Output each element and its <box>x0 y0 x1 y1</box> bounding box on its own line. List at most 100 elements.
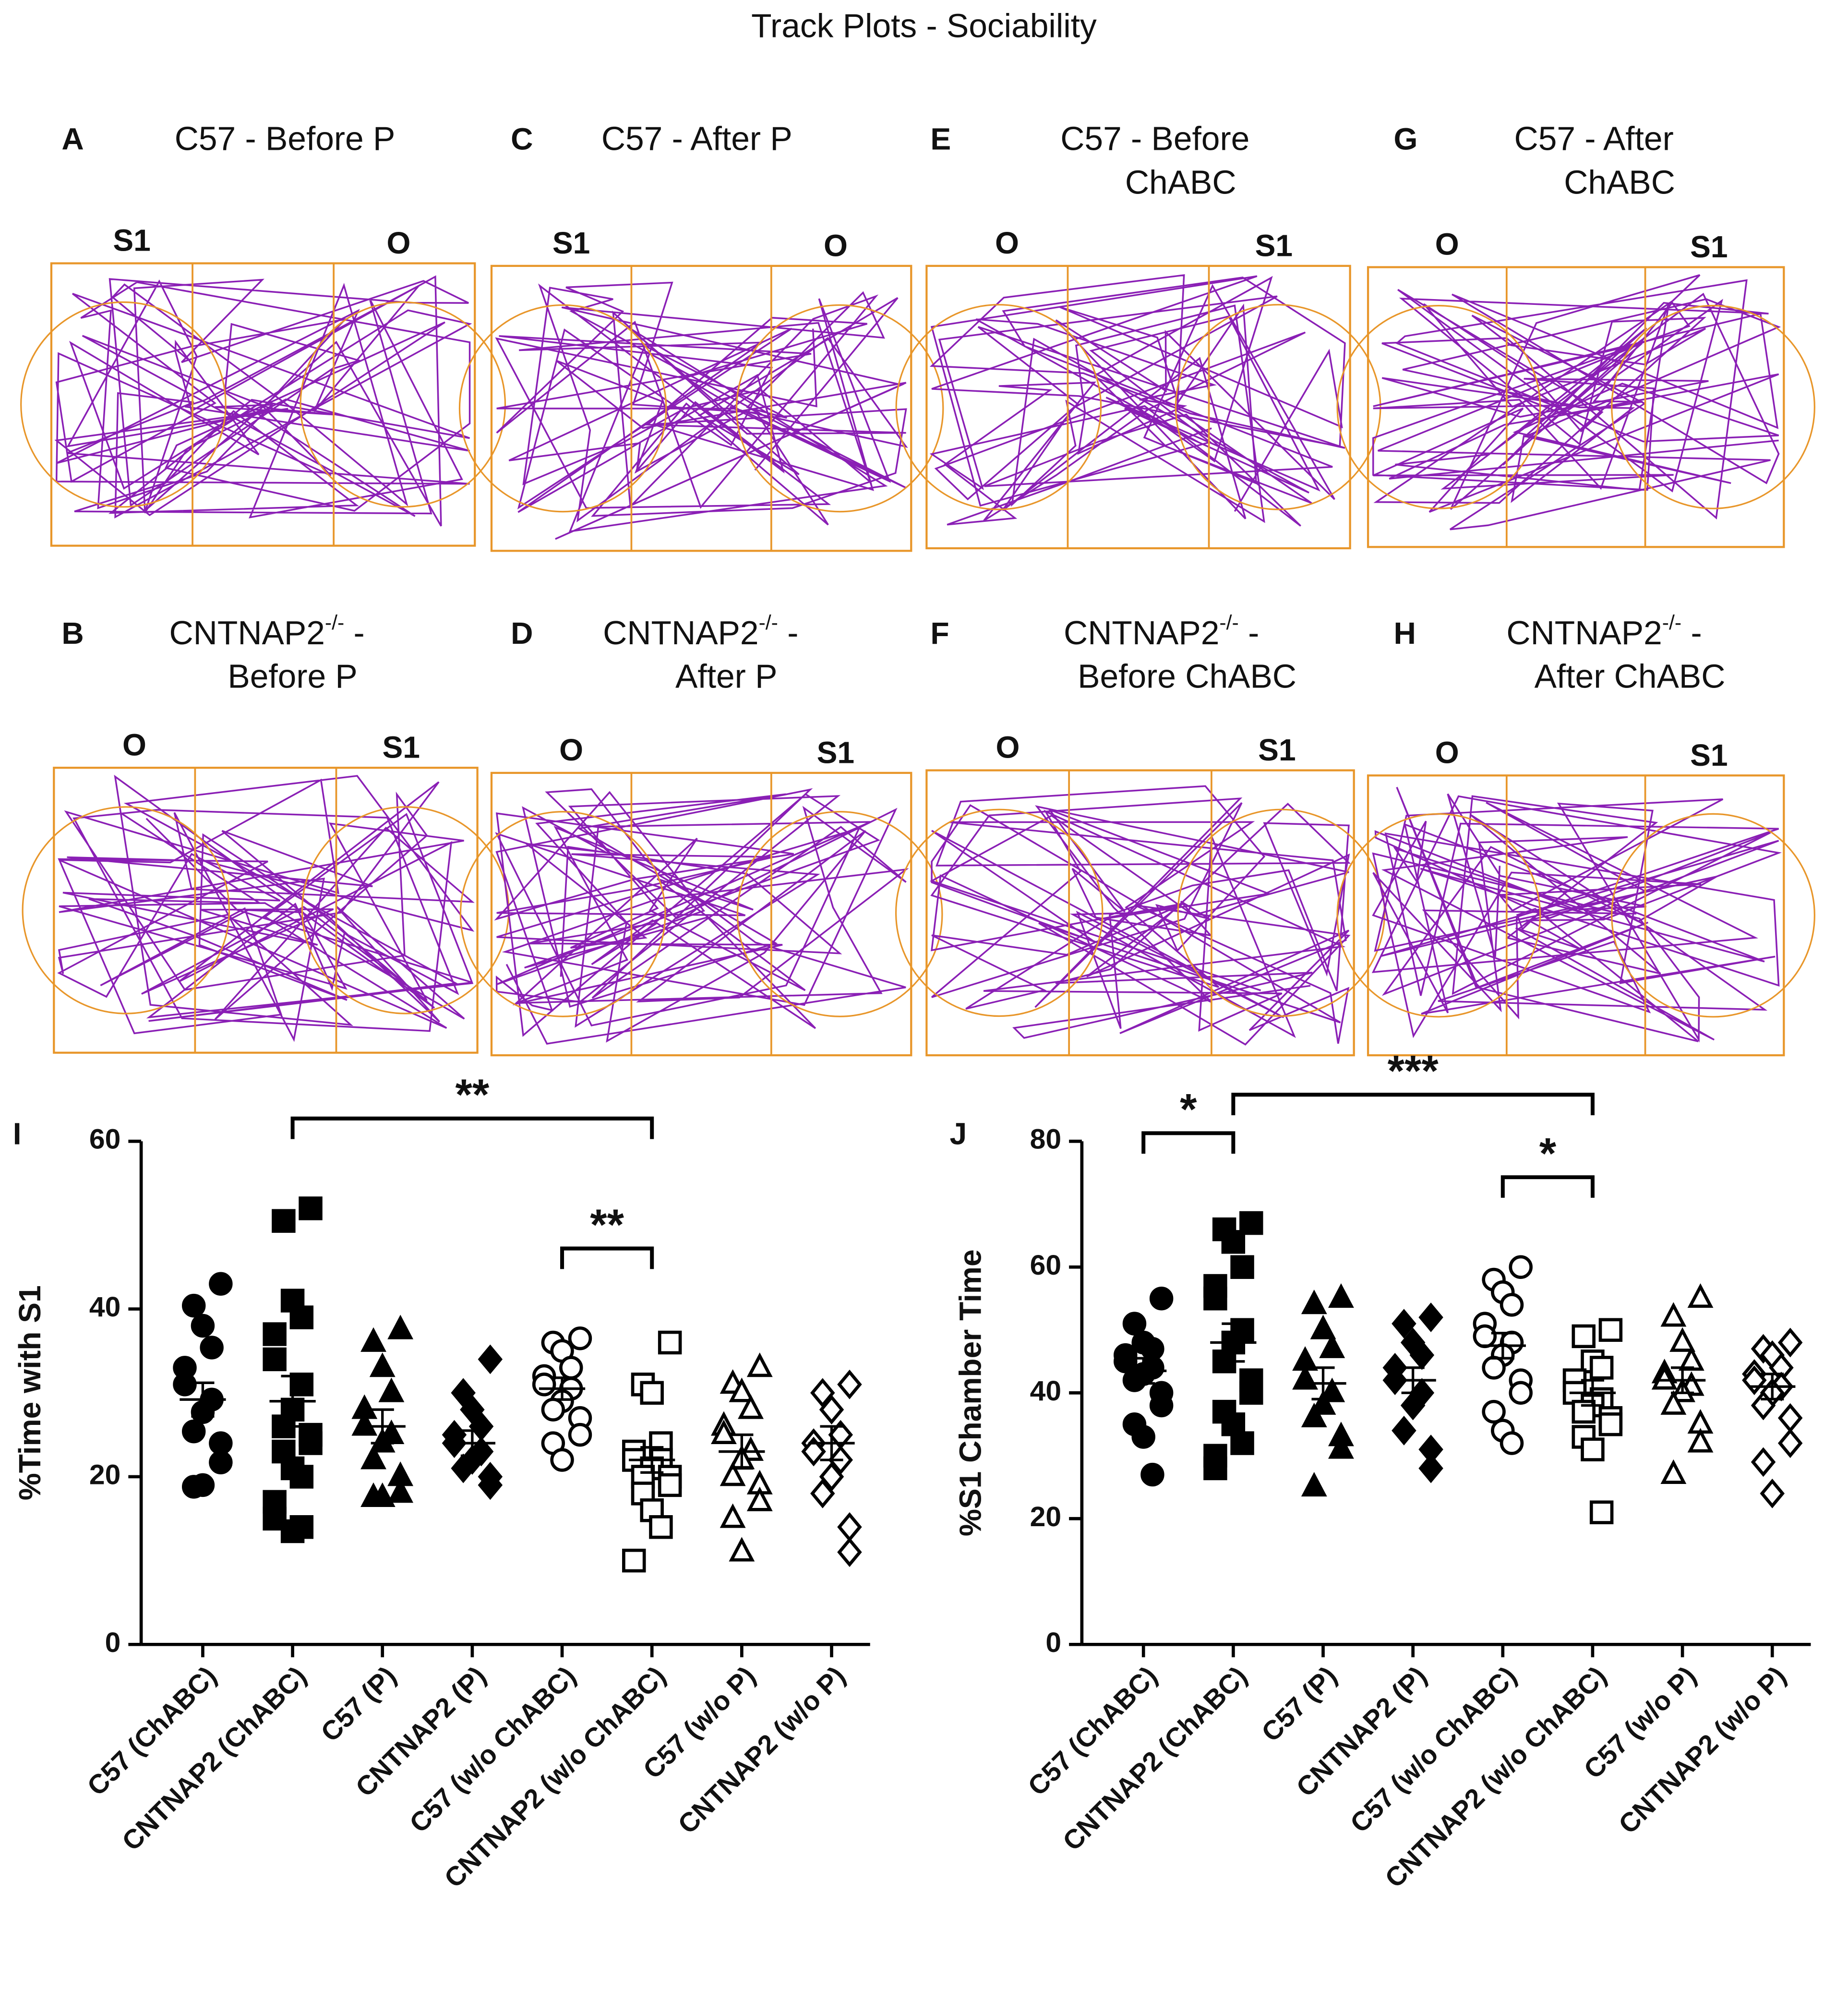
data-point <box>1149 1393 1174 1418</box>
data-point <box>1572 1324 1596 1349</box>
data-point <box>1319 1377 1345 1402</box>
data-point <box>1301 1402 1327 1428</box>
data-point <box>819 1462 844 1492</box>
data-point <box>649 1515 673 1539</box>
data-point <box>746 1486 773 1511</box>
data-point <box>1328 1283 1354 1308</box>
significance-label: * <box>1539 1129 1557 1178</box>
data-point <box>1131 1425 1155 1449</box>
data-point <box>720 1503 746 1528</box>
y-axis-label: %S1 Chamber Time <box>953 1249 988 1536</box>
data-point <box>378 1377 405 1402</box>
title-text: ChABC <box>1125 164 1236 201</box>
panel-title: After ChABC <box>1535 658 1726 695</box>
track <box>929 274 1346 527</box>
data-point <box>568 1422 592 1447</box>
data-point <box>1122 1312 1147 1336</box>
zone-circle <box>1611 305 1815 509</box>
data-point <box>1301 1471 1327 1497</box>
data-point <box>369 1352 396 1377</box>
data-point <box>272 1209 296 1233</box>
y-tick-label: 60 <box>89 1124 120 1155</box>
data-point <box>181 1293 206 1318</box>
zone-circle <box>1175 304 1381 510</box>
data-point <box>299 1196 323 1220</box>
data-point <box>1760 1478 1785 1508</box>
panel-letter: G <box>1394 121 1418 156</box>
data-point <box>1392 1415 1416 1446</box>
data-point <box>1319 1333 1345 1358</box>
data-point <box>1589 1500 1614 1524</box>
chamber-label: S1 <box>1255 228 1293 263</box>
title-text: Before ChABC <box>1078 658 1296 695</box>
y-tick-label: 20 <box>1030 1501 1061 1532</box>
title-superscript: -/- <box>1219 611 1238 634</box>
data-point <box>209 1272 233 1296</box>
panel-title: CNTNAP2-/- - <box>1064 611 1259 651</box>
data-point <box>1651 1365 1678 1390</box>
panel-title: CNTNAP2-/- - <box>1506 611 1702 651</box>
data-point <box>289 1373 314 1397</box>
data-point <box>1418 1302 1443 1332</box>
data-point <box>360 1327 386 1352</box>
data-point <box>1509 1255 1533 1279</box>
track-panel: A C57 - Before P S1 O <box>20 120 506 547</box>
title-text: - <box>344 614 364 651</box>
title-text: Before P <box>228 658 357 695</box>
data-point <box>1239 1381 1263 1405</box>
zone-circle <box>459 811 666 1017</box>
zone-circle <box>458 304 667 513</box>
panel-letter: F <box>930 616 949 651</box>
data-point <box>819 1395 844 1425</box>
title-text: C57 - After P <box>601 120 792 157</box>
data-point <box>1581 1437 1605 1461</box>
track-panel: D CNTNAP2-/- -After PO S1 <box>459 611 943 1057</box>
zone-circle <box>895 808 1104 1017</box>
data-point <box>658 1330 682 1355</box>
arena <box>925 769 1355 1057</box>
track-panel: C C57 - After P S1 O <box>458 120 944 552</box>
chamber-label: O <box>995 226 1019 260</box>
data-point <box>1473 1324 1497 1349</box>
data-point <box>460 1395 485 1425</box>
track-panel: H CNTNAP2-/- - After ChABC O S1 <box>1336 611 1815 1057</box>
chamber-label: S1 <box>113 223 150 258</box>
data-point <box>1678 1346 1704 1371</box>
arena <box>1367 266 1785 548</box>
track <box>57 774 475 1042</box>
track <box>1372 274 1781 530</box>
chamber-label: S1 <box>1690 229 1728 264</box>
data-point <box>289 1465 314 1489</box>
data-point <box>1230 1431 1254 1455</box>
data-point <box>351 1411 378 1436</box>
data-point <box>280 1519 305 1543</box>
panel-title: ChABC <box>1125 164 1236 201</box>
chamber-label: S1 <box>552 226 590 260</box>
data-point <box>1482 1399 1506 1424</box>
panel-letter: E <box>930 121 951 156</box>
panel-title: C57 - Before P <box>175 120 396 157</box>
chamber-label: O <box>386 226 410 260</box>
significance-label: ** <box>456 1071 490 1119</box>
data-point <box>1751 1447 1776 1477</box>
data-point <box>1239 1211 1263 1235</box>
chamber-label: S1 <box>1690 738 1728 772</box>
data-point <box>387 1314 414 1339</box>
y-tick-label: 40 <box>89 1291 120 1323</box>
data-point <box>263 1322 287 1346</box>
data-point <box>1301 1290 1327 1314</box>
panel-title: C57 - After <box>1514 120 1674 157</box>
chamber-label: O <box>559 733 583 767</box>
arena <box>53 767 479 1054</box>
data-point <box>181 1419 206 1444</box>
arena <box>1367 774 1785 1057</box>
data-point <box>191 1473 215 1497</box>
data-point <box>191 1314 215 1338</box>
zone-circle <box>22 806 230 1014</box>
significance-bracket <box>1141 1131 1236 1154</box>
title-text: ChABC <box>1564 164 1675 201</box>
data-point <box>1777 1428 1803 1458</box>
panel-letter: C <box>511 121 533 156</box>
panel-title: ChABC <box>1564 164 1675 201</box>
data-point <box>1203 1456 1227 1481</box>
